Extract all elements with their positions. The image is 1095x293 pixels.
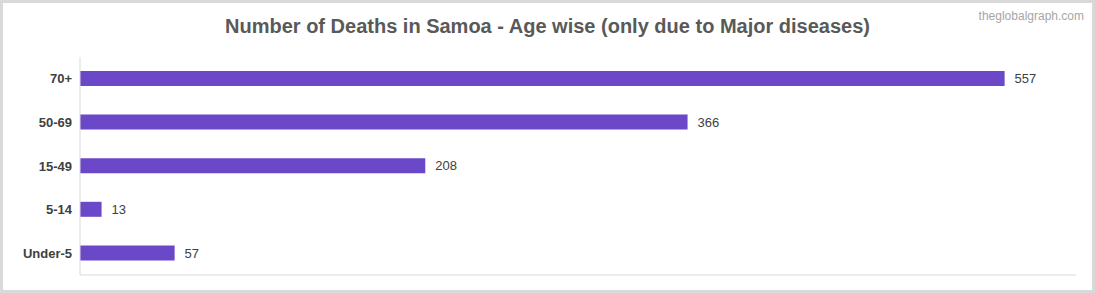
- svg-text:13: 13: [112, 202, 126, 217]
- svg-text:208: 208: [435, 158, 457, 173]
- svg-text:50-69: 50-69: [39, 115, 72, 130]
- svg-text:57: 57: [185, 246, 199, 261]
- html-text:theglobalgraph.com: theglobalgraph.com: [978, 9, 1084, 23]
- svg-text:70+: 70+: [50, 71, 72, 86]
- svg-text:15-49: 15-49: [39, 159, 72, 174]
- svg-text:366: 366: [698, 115, 720, 130]
- html-text:Number of Deaths in Samoa - Ag: Number of Deaths in Samoa - Age wise (on…: [225, 15, 870, 37]
- svg-text:Under-5: Under-5: [23, 246, 72, 261]
- svg-text:5-14: 5-14: [46, 202, 73, 217]
- svg-text:557: 557: [1015, 71, 1037, 86]
